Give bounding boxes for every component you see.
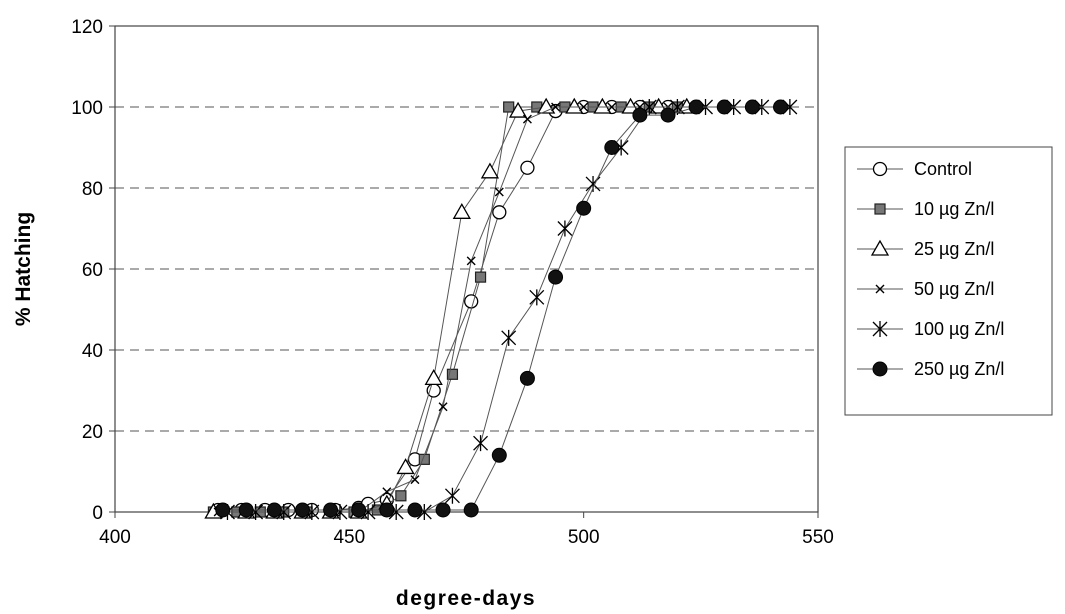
data-point xyxy=(593,97,612,114)
data-point xyxy=(632,107,648,123)
legend-label: 50 µg Zn/l xyxy=(914,279,994,299)
data-point xyxy=(395,490,407,502)
series-3 xyxy=(204,97,696,519)
data-point xyxy=(716,99,732,115)
data-point xyxy=(872,161,888,177)
data-point xyxy=(323,502,339,518)
y-tick-label: 60 xyxy=(82,260,103,281)
axes: 0 20 40 60 80 100 120 400 450 500 550 xyxy=(71,17,834,548)
data-point xyxy=(491,447,507,463)
data-point xyxy=(266,502,282,518)
y-tick-label: 120 xyxy=(71,17,103,38)
data-point xyxy=(607,102,617,112)
x-tick-label: 450 xyxy=(333,527,365,548)
data-point xyxy=(410,475,420,485)
legend-item: 100 µg Zn/l xyxy=(857,319,1004,339)
data-point xyxy=(426,383,441,398)
legend-label: 100 µg Zn/l xyxy=(914,319,1004,339)
legend-label: 10 µg Zn/l xyxy=(914,199,994,219)
data-point xyxy=(382,487,392,497)
data-point xyxy=(585,175,601,192)
legend-item: 10 µg Zn/l xyxy=(857,199,994,219)
series-line xyxy=(218,106,697,511)
data-point xyxy=(464,294,479,309)
data-point xyxy=(688,99,704,115)
data-point xyxy=(649,97,668,114)
data-point xyxy=(870,239,890,256)
series-5 xyxy=(220,99,798,520)
data-point xyxy=(215,502,231,518)
gridlines xyxy=(115,106,818,432)
data-point xyxy=(773,99,789,115)
data-point xyxy=(579,102,589,112)
legend-item: 25 µg Zn/l xyxy=(857,239,994,259)
data-point xyxy=(474,271,487,283)
data-point xyxy=(501,329,517,346)
data-point xyxy=(872,361,888,377)
data-point xyxy=(522,114,532,124)
data-point xyxy=(396,458,415,475)
x-tick-label: 500 xyxy=(568,527,600,548)
y-tick-label: 40 xyxy=(82,341,103,362)
legend-label: 25 µg Zn/l xyxy=(914,239,994,259)
data-point xyxy=(744,99,760,115)
y-tick-label: 80 xyxy=(82,179,103,200)
data-point xyxy=(494,187,504,197)
data-point xyxy=(473,435,489,452)
data-point xyxy=(407,502,423,518)
data-point xyxy=(452,202,471,219)
data-point xyxy=(466,256,476,266)
legend-label: Control xyxy=(914,159,972,179)
data-point xyxy=(874,203,886,215)
data-point xyxy=(379,502,395,518)
data-point xyxy=(446,368,459,380)
legend-item: 50 µg Zn/l xyxy=(857,279,994,299)
data-point xyxy=(492,205,507,220)
data-point xyxy=(872,321,888,337)
series-6 xyxy=(215,99,789,518)
data-point xyxy=(557,220,573,237)
data-point xyxy=(238,502,254,518)
x-axis-label: degree-days xyxy=(396,587,536,610)
data-point xyxy=(529,289,545,306)
y-tick-label: 20 xyxy=(82,422,103,443)
legend: Control 10 µg Zn/l 25 µg Zn/l 50 µg Zn/l 100… xyxy=(844,146,1053,416)
data-point xyxy=(621,97,640,114)
y-axis-label: % Hatching xyxy=(12,212,35,326)
series-line xyxy=(213,106,687,513)
data-point xyxy=(503,101,515,113)
y-tick-label: 0 xyxy=(92,503,103,524)
data-point xyxy=(435,502,451,518)
data-point xyxy=(875,284,885,294)
data-point xyxy=(604,140,620,155)
data-point xyxy=(519,370,535,386)
data-point xyxy=(463,502,479,518)
legend-item: 250 µg Zn/l xyxy=(857,359,1004,379)
legend-label: 250 µg Zn/l xyxy=(914,359,1004,379)
x-tick-label: 400 xyxy=(99,527,131,548)
x-tick-label: 550 xyxy=(802,527,834,548)
data-point xyxy=(565,97,584,114)
data-point xyxy=(520,160,535,175)
data-point xyxy=(438,402,448,412)
data-point xyxy=(576,200,592,216)
series-1 xyxy=(210,99,704,518)
data-point xyxy=(351,502,367,518)
data-point xyxy=(444,487,460,504)
data-point xyxy=(294,502,310,518)
series-line xyxy=(218,106,697,513)
data-point xyxy=(548,269,564,285)
series-group xyxy=(204,97,798,520)
data-point xyxy=(508,101,528,118)
data-point xyxy=(480,162,500,179)
data-point xyxy=(660,107,676,123)
data-point xyxy=(551,102,561,112)
data-point xyxy=(424,369,443,386)
y-tick-label: 100 xyxy=(71,98,103,119)
legend-item: Control xyxy=(857,159,972,179)
series-4 xyxy=(213,102,701,517)
